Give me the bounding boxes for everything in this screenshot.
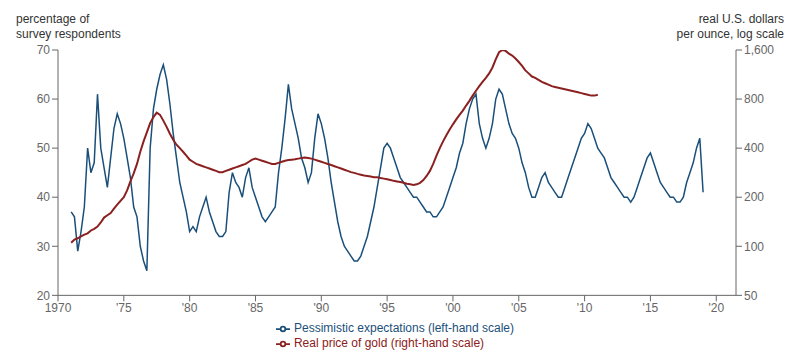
svg-text:100: 100	[744, 240, 764, 254]
svg-text:1970: 1970	[45, 301, 72, 315]
svg-text:30: 30	[37, 240, 51, 254]
html-text:Pessimistic expectations (left: Pessimistic expectations (left-hand scal…	[294, 321, 514, 336]
svg-text:'15: '15	[643, 301, 659, 315]
svg-text:'20: '20	[708, 301, 724, 315]
svg-text:50: 50	[37, 141, 51, 155]
svg-text:70: 70	[37, 43, 51, 57]
svg-text:50: 50	[744, 289, 758, 303]
svg-text:'10: '10	[577, 301, 593, 315]
svg-text:800: 800	[744, 92, 764, 106]
svg-text:'00: '00	[445, 301, 461, 315]
svg-text:20: 20	[37, 289, 51, 303]
svg-text:'90: '90	[313, 301, 329, 315]
svg-text:'80: '80	[182, 301, 198, 315]
svg-text:'05: '05	[511, 301, 527, 315]
svg-text:200: 200	[744, 190, 764, 204]
html-text:percentage of: percentage of	[16, 12, 90, 26]
svg-text:40: 40	[37, 190, 51, 204]
html-text:real U.S. dollars: real U.S. dollars	[698, 12, 784, 26]
svg-text:60: 60	[37, 92, 51, 106]
svg-text:'95: '95	[379, 301, 395, 315]
html-text:Real price of gold (right-hand: Real price of gold (right-hand scale)	[294, 336, 485, 351]
html-text:survey respondents: survey respondents	[16, 27, 121, 41]
svg-text:400: 400	[744, 141, 764, 155]
html-text:per ounce, log scale: per ounce, log scale	[676, 27, 784, 41]
svg-text:1,600: 1,600	[744, 43, 774, 57]
svg-text:'85: '85	[248, 301, 264, 315]
svg-text:'75: '75	[116, 301, 132, 315]
